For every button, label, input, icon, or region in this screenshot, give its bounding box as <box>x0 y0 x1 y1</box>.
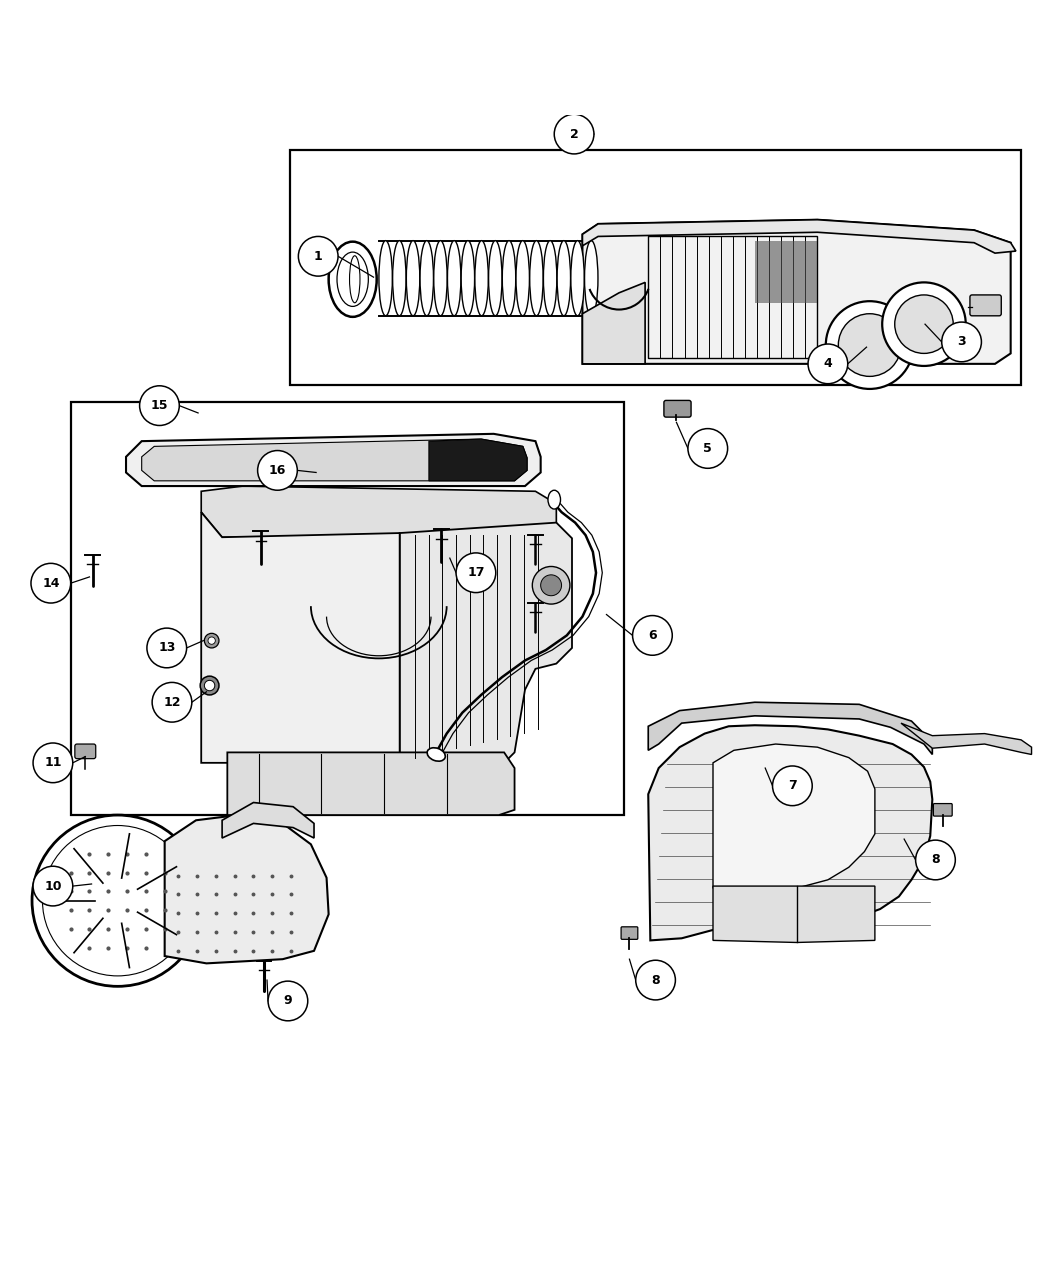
Circle shape <box>152 682 192 722</box>
Circle shape <box>201 676 219 695</box>
Ellipse shape <box>406 241 420 316</box>
Circle shape <box>532 566 570 604</box>
Text: 3: 3 <box>958 335 966 348</box>
Circle shape <box>147 629 187 668</box>
Text: 15: 15 <box>151 399 168 412</box>
Text: 8: 8 <box>931 853 940 867</box>
Text: 2: 2 <box>570 128 579 140</box>
FancyBboxPatch shape <box>664 400 691 417</box>
Polygon shape <box>202 513 400 762</box>
Ellipse shape <box>337 252 369 306</box>
Ellipse shape <box>350 256 360 302</box>
Circle shape <box>632 616 672 655</box>
Circle shape <box>298 236 338 277</box>
Polygon shape <box>202 486 556 537</box>
Circle shape <box>140 386 180 426</box>
Text: 8: 8 <box>651 974 659 987</box>
Text: 16: 16 <box>269 464 287 477</box>
Circle shape <box>808 344 847 384</box>
Circle shape <box>205 634 219 648</box>
Ellipse shape <box>427 747 445 761</box>
Text: 5: 5 <box>704 442 712 455</box>
Circle shape <box>838 314 901 376</box>
Ellipse shape <box>329 242 377 317</box>
Ellipse shape <box>529 241 543 316</box>
Circle shape <box>895 295 953 353</box>
Text: 14: 14 <box>42 576 60 590</box>
Text: 4: 4 <box>823 357 833 370</box>
Circle shape <box>554 115 594 154</box>
Ellipse shape <box>585 241 597 316</box>
Ellipse shape <box>475 241 488 316</box>
Ellipse shape <box>393 241 406 316</box>
Ellipse shape <box>488 241 502 316</box>
Polygon shape <box>165 815 329 964</box>
Ellipse shape <box>558 241 570 316</box>
Circle shape <box>456 553 496 593</box>
Circle shape <box>205 681 215 691</box>
Circle shape <box>688 428 728 468</box>
Circle shape <box>208 638 215 644</box>
Ellipse shape <box>571 241 584 316</box>
Text: 7: 7 <box>788 779 797 792</box>
Polygon shape <box>428 439 527 481</box>
Circle shape <box>916 840 956 880</box>
Text: 1: 1 <box>314 250 322 263</box>
Ellipse shape <box>434 241 447 316</box>
Polygon shape <box>901 723 1031 755</box>
Ellipse shape <box>420 241 434 316</box>
Text: 13: 13 <box>159 641 175 654</box>
Text: 9: 9 <box>284 994 292 1007</box>
Polygon shape <box>142 439 527 481</box>
Ellipse shape <box>447 241 461 316</box>
Polygon shape <box>126 434 541 486</box>
Text: 12: 12 <box>163 696 181 709</box>
Polygon shape <box>223 802 314 838</box>
Text: 17: 17 <box>467 566 485 579</box>
Ellipse shape <box>544 241 556 316</box>
Text: 6: 6 <box>648 629 656 641</box>
Polygon shape <box>583 219 1016 254</box>
Circle shape <box>825 301 914 389</box>
Circle shape <box>42 825 193 975</box>
Circle shape <box>635 960 675 1000</box>
Polygon shape <box>648 703 932 755</box>
Circle shape <box>257 450 297 490</box>
FancyBboxPatch shape <box>933 803 952 816</box>
Polygon shape <box>648 725 932 941</box>
Polygon shape <box>713 745 875 889</box>
Ellipse shape <box>516 241 529 316</box>
Text: 10: 10 <box>44 880 62 892</box>
FancyBboxPatch shape <box>970 295 1002 316</box>
Text: 11: 11 <box>44 756 62 769</box>
Circle shape <box>32 564 70 603</box>
Circle shape <box>942 323 982 362</box>
Ellipse shape <box>548 490 561 509</box>
Ellipse shape <box>379 241 393 316</box>
Ellipse shape <box>461 241 475 316</box>
Circle shape <box>33 866 72 907</box>
Circle shape <box>33 743 72 783</box>
Ellipse shape <box>502 241 516 316</box>
Polygon shape <box>583 282 645 363</box>
Circle shape <box>268 982 308 1021</box>
FancyBboxPatch shape <box>622 927 637 940</box>
Polygon shape <box>400 523 572 762</box>
FancyBboxPatch shape <box>755 241 818 303</box>
Polygon shape <box>583 219 1011 363</box>
FancyBboxPatch shape <box>290 149 1021 385</box>
Circle shape <box>32 815 204 987</box>
Circle shape <box>773 766 813 806</box>
Circle shape <box>541 575 562 595</box>
Circle shape <box>882 282 966 366</box>
Polygon shape <box>713 886 875 942</box>
FancyBboxPatch shape <box>70 403 624 815</box>
Polygon shape <box>228 752 514 815</box>
FancyBboxPatch shape <box>75 745 96 759</box>
